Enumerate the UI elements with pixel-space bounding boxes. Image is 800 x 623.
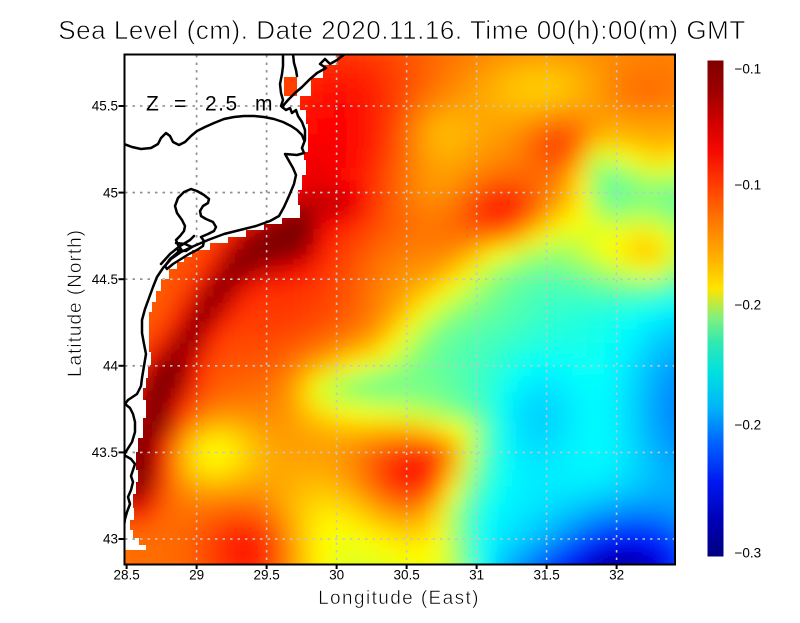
svg-text:29: 29 xyxy=(189,568,204,583)
svg-text:30.5: 30.5 xyxy=(393,568,419,583)
svg-text:−0.2: −0.2 xyxy=(735,298,762,313)
svg-text:=: = xyxy=(174,93,186,116)
svg-text:44.5: 44.5 xyxy=(92,272,118,287)
svg-text:Latitude (North): Latitude (North) xyxy=(65,229,86,377)
svg-text:Z: Z xyxy=(146,93,159,116)
svg-text:31: 31 xyxy=(469,568,484,583)
svg-text:43: 43 xyxy=(103,532,118,547)
svg-text:29.5: 29.5 xyxy=(253,568,279,583)
svg-text:28.5: 28.5 xyxy=(113,568,139,583)
svg-text:−0.1: −0.1 xyxy=(735,178,762,193)
svg-text:44: 44 xyxy=(103,359,119,374)
svg-text:32: 32 xyxy=(609,568,624,583)
svg-text:31.5: 31.5 xyxy=(533,568,559,583)
svg-text:m: m xyxy=(255,93,273,116)
svg-text:45.5: 45.5 xyxy=(92,99,118,114)
svg-text:45: 45 xyxy=(103,185,118,200)
svg-text:43.5: 43.5 xyxy=(92,445,118,460)
svg-text:−0.1: −0.1 xyxy=(735,62,762,77)
svg-text:−0.3: −0.3 xyxy=(735,546,762,561)
svg-text:30: 30 xyxy=(329,568,344,583)
svg-text:2.5: 2.5 xyxy=(205,93,239,116)
svg-text:−0.2: −0.2 xyxy=(735,418,762,433)
svg-text:Sea Level (cm). Date 2020.11.1: Sea Level (cm). Date 2020.11.16. Time 00… xyxy=(58,15,746,45)
svg-text:Longitude (East): Longitude (East) xyxy=(318,588,480,609)
